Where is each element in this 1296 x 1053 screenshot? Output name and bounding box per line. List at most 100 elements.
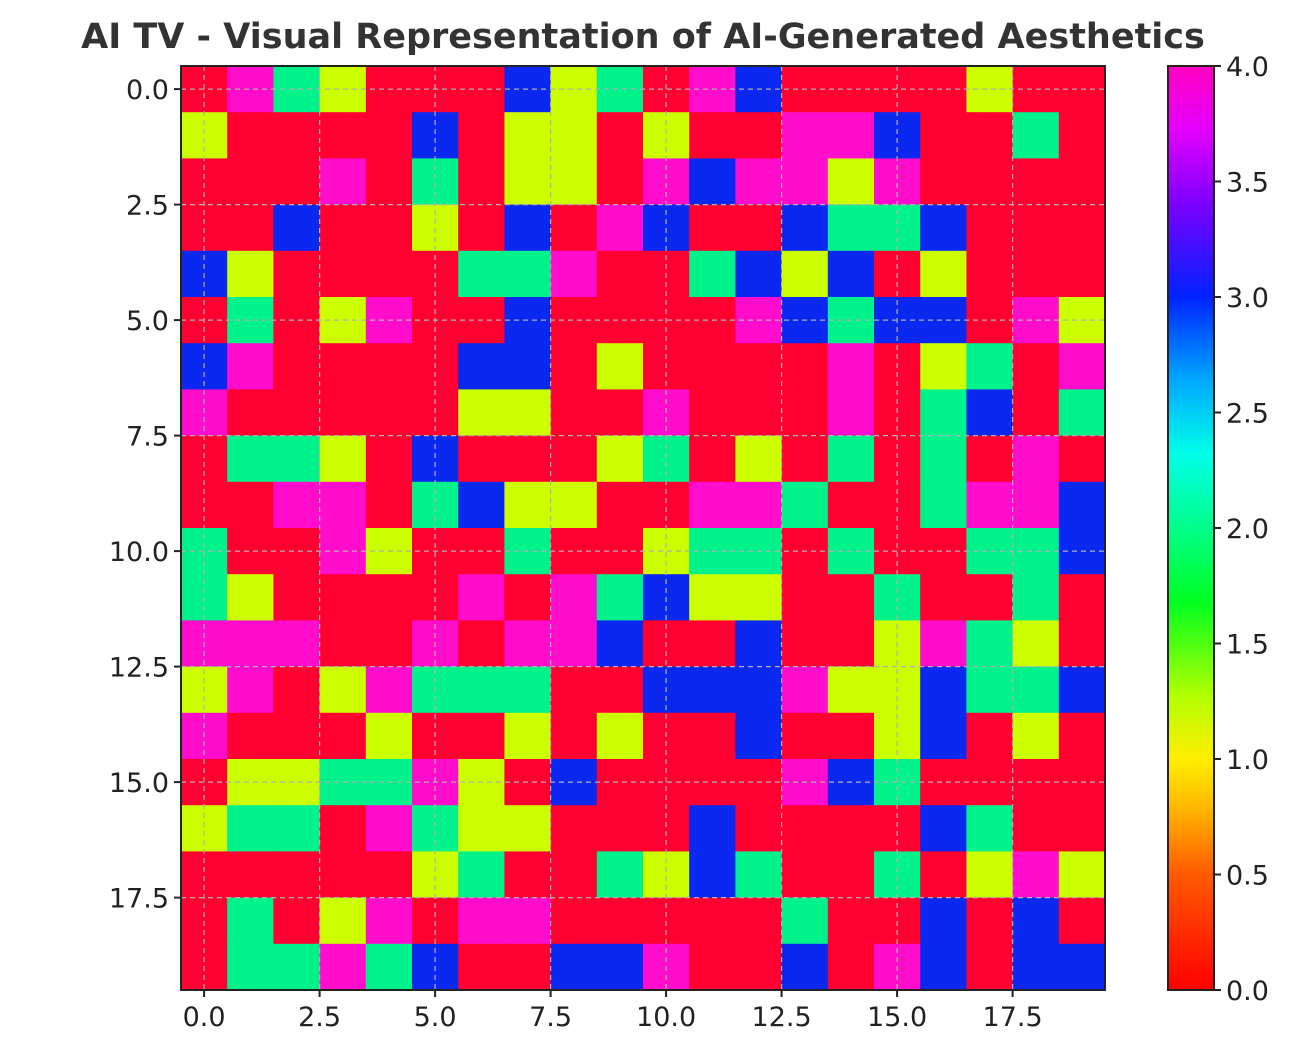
x-axis: 0.0 2.5 5.0 7.5 10.0 12.5 15.0 17.5 <box>183 990 1043 1033</box>
heatmap-cell <box>596 712 644 760</box>
heatmap-cell <box>827 158 875 206</box>
heatmap-cell <box>920 435 967 483</box>
y-tick-label: 0.0 <box>126 75 169 106</box>
y-tick-label: 17.5 <box>109 884 169 915</box>
heatmap-cell <box>319 435 367 483</box>
heatmap-cell <box>689 204 736 252</box>
x-tick-label: 12.5 <box>752 1002 812 1033</box>
heatmap-cell <box>319 204 367 252</box>
heatmap-cell <box>504 343 552 390</box>
heatmap-cell <box>781 851 829 899</box>
heatmap-cell <box>1012 204 1060 252</box>
heatmap-cell <box>781 204 829 252</box>
heatmap-cell <box>596 435 644 483</box>
heatmap-cell <box>1012 343 1060 390</box>
heatmap-cell <box>781 712 829 760</box>
heatmap-cell <box>966 712 1014 760</box>
heatmap-cell <box>550 805 598 852</box>
heatmap-cell <box>735 620 783 668</box>
heatmap-cell <box>504 389 552 437</box>
heatmap-cell <box>827 481 875 529</box>
heatmap-cell <box>920 851 967 899</box>
heatmap-cell <box>781 343 829 390</box>
heatmap-cell <box>689 574 736 621</box>
heatmap-cell <box>781 620 829 668</box>
heatmap-cell <box>227 158 274 206</box>
heatmap-cell <box>1058 343 1106 390</box>
colorbar-tick-label: 1.5 <box>1226 630 1269 661</box>
heatmap-cell <box>689 712 736 760</box>
heatmap-cell <box>596 620 644 668</box>
heatmap-cell <box>596 759 644 806</box>
heatmap-cell <box>227 112 274 159</box>
heatmap-cell <box>781 666 829 714</box>
heatmap-cell <box>319 620 367 668</box>
heatmap-cell <box>1058 204 1106 252</box>
heatmap-cell <box>735 435 783 483</box>
y-tick-label: 5.0 <box>126 306 169 337</box>
heatmap-cell <box>365 666 413 714</box>
heatmap-cell <box>319 112 367 159</box>
heatmap-cell <box>458 158 505 206</box>
heatmap-cell <box>596 389 644 437</box>
heatmap-cell <box>227 712 274 760</box>
heatmap-cell <box>827 620 875 668</box>
heatmap-cell <box>550 250 598 298</box>
heatmap-cell <box>458 620 505 668</box>
heatmap-cell <box>273 897 321 945</box>
heatmap-cell <box>365 343 413 390</box>
y-tick-label: 15.0 <box>109 768 169 799</box>
heatmap-cell <box>827 943 875 991</box>
heatmap-cell <box>596 112 644 159</box>
heatmap-cell <box>966 481 1014 529</box>
heatmap-cell <box>920 158 967 206</box>
heatmap-cell <box>735 250 783 298</box>
heatmap-cell <box>458 435 505 483</box>
heatmap-cell <box>966 112 1014 159</box>
heatmap-cell <box>1012 943 1060 991</box>
heatmap-cell <box>827 343 875 390</box>
heatmap-cell <box>458 805 505 852</box>
heatmap-cell <box>920 574 967 621</box>
heatmap-cell <box>596 897 644 945</box>
heatmap-cell <box>273 389 321 437</box>
heatmap-cell <box>735 112 783 159</box>
heatmap-cell <box>458 204 505 252</box>
heatmap-cell <box>227 204 274 252</box>
heatmap-cell <box>827 112 875 159</box>
heatmap-cell <box>920 712 967 760</box>
heatmap-cell <box>966 620 1014 668</box>
heatmap-cell <box>227 851 274 899</box>
heatmap-cell <box>365 389 413 437</box>
heatmap-cell <box>273 250 321 298</box>
heatmap-cell <box>596 158 644 206</box>
heatmap-cell <box>365 250 413 298</box>
heatmap-cell <box>458 481 505 529</box>
heatmap-cell <box>827 666 875 714</box>
heatmap-cell <box>550 158 598 206</box>
heatmap-cell <box>319 250 367 298</box>
heatmap-cell <box>365 158 413 206</box>
colorbar-tick-label: 0.5 <box>1226 861 1269 892</box>
heatmap-cell <box>1012 897 1060 945</box>
heatmap-cell <box>596 343 644 390</box>
heatmap-cell <box>1058 250 1106 298</box>
heatmap-cell <box>689 620 736 668</box>
heatmap-cell <box>273 112 321 159</box>
heatmap-cell <box>1012 250 1060 298</box>
heatmap-cell <box>319 481 367 529</box>
heatmap-cell <box>550 943 598 991</box>
heatmap-cell <box>735 943 783 991</box>
heatmap-cell <box>735 805 783 852</box>
heatmap-cell <box>596 528 644 575</box>
heatmap-cell <box>227 389 274 437</box>
heatmap-cell <box>550 712 598 760</box>
heatmap-cell <box>1058 851 1106 899</box>
heatmap-cell <box>689 851 736 899</box>
heatmap-cell <box>365 897 413 945</box>
heatmap-cell <box>1012 666 1060 714</box>
heatmap-cell <box>735 712 783 760</box>
heatmap-cell <box>504 805 552 852</box>
heatmap-cell <box>781 158 829 206</box>
heatmap-cell <box>365 112 413 159</box>
